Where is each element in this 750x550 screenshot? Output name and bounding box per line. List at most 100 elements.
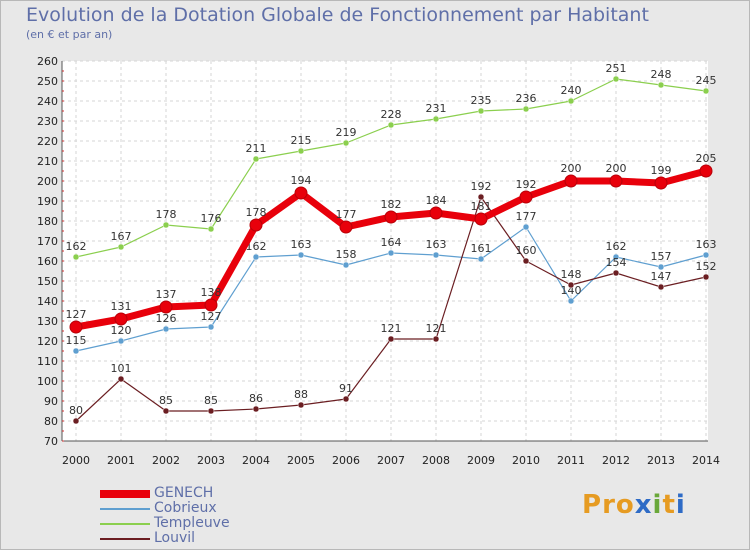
y-tick-label: 140 — [37, 295, 58, 308]
data-label-templeuve: 162 — [66, 240, 87, 253]
y-tick-label: 160 — [37, 255, 58, 268]
y-tick-label: 130 — [37, 315, 58, 328]
data-point-cobrieux — [567, 297, 575, 305]
data-label-genech: 184 — [426, 194, 447, 207]
data-label-louvil: 91 — [339, 382, 353, 395]
data-label-templeuve: 176 — [201, 212, 222, 225]
data-label-cobrieux: 161 — [471, 242, 492, 255]
data-label-louvil: 121 — [381, 322, 402, 335]
x-tick-label: 2002 — [152, 454, 180, 467]
data-point-louvil — [162, 407, 170, 415]
data-point-louvil — [522, 257, 530, 265]
data-label-louvil: 152 — [696, 260, 717, 273]
data-point-cobrieux — [252, 253, 260, 261]
data-point-louvil — [297, 401, 305, 409]
data-point-genech — [294, 186, 308, 200]
legend-swatch — [100, 522, 150, 525]
data-point-templeuve — [702, 87, 710, 95]
data-point-genech — [204, 298, 218, 312]
data-label-louvil: 101 — [111, 362, 132, 375]
legend-item-genech: GENECH — [100, 486, 213, 501]
data-point-genech — [519, 190, 533, 204]
data-label-genech: 181 — [471, 200, 492, 213]
plot-area — [62, 61, 708, 441]
data-label-templeuve: 167 — [111, 230, 132, 243]
data-point-genech — [249, 218, 263, 232]
y-tick-label: 210 — [37, 155, 58, 168]
data-label-genech: 177 — [336, 208, 357, 221]
data-label-templeuve: 228 — [381, 108, 402, 121]
data-label-louvil: 86 — [249, 392, 263, 405]
x-tick-label: 2007 — [377, 454, 405, 467]
data-point-templeuve — [342, 139, 350, 147]
data-point-templeuve — [477, 107, 485, 115]
data-point-templeuve — [387, 121, 395, 129]
x-tick-label: 2010 — [512, 454, 540, 467]
data-label-cobrieux: 126 — [156, 312, 177, 325]
data-point-templeuve — [297, 147, 305, 155]
legend-label: Cobrieux — [154, 500, 217, 516]
logo-letter: i — [652, 490, 663, 520]
data-point-genech — [609, 174, 623, 188]
data-point-cobrieux — [702, 251, 710, 259]
data-label-genech: 178 — [246, 206, 267, 219]
y-tick-label: 110 — [37, 355, 58, 368]
y-tick-label: 150 — [37, 275, 58, 288]
legend-swatch — [100, 507, 150, 510]
y-tick-label: 70 — [44, 435, 58, 448]
y-tick-label: 80 — [44, 415, 58, 428]
data-point-louvil — [432, 335, 440, 343]
data-label-cobrieux: 140 — [561, 284, 582, 297]
x-tick-label: 2013 — [647, 454, 675, 467]
data-point-templeuve — [252, 155, 260, 163]
x-tick-label: 2005 — [287, 454, 315, 467]
data-point-louvil — [477, 193, 485, 201]
data-point-genech — [159, 300, 173, 314]
data-point-cobrieux — [297, 251, 305, 259]
logo-letter: i — [675, 490, 686, 520]
data-label-cobrieux: 127 — [201, 310, 222, 323]
y-tick-label: 120 — [37, 335, 58, 348]
data-label-templeuve: 211 — [246, 142, 267, 155]
data-point-genech — [114, 312, 128, 326]
y-tick-label: 180 — [37, 215, 58, 228]
logo-letter: P — [582, 490, 603, 520]
data-point-genech — [384, 210, 398, 224]
data-point-cobrieux — [387, 249, 395, 257]
data-label-louvil: 148 — [561, 268, 582, 281]
data-label-louvil: 88 — [294, 388, 308, 401]
data-label-genech: 199 — [651, 164, 672, 177]
data-label-cobrieux: 163 — [426, 238, 447, 251]
data-label-cobrieux: 115 — [66, 334, 87, 347]
legend-swatch — [100, 489, 150, 498]
y-tick-label: 220 — [37, 135, 58, 148]
data-label-genech: 205 — [696, 152, 717, 165]
y-tick-label: 90 — [44, 395, 58, 408]
data-label-louvil: 85 — [204, 394, 218, 407]
data-point-louvil — [72, 417, 80, 425]
x-tick-label: 2006 — [332, 454, 360, 467]
data-label-templeuve: 245 — [696, 74, 717, 87]
data-label-cobrieux: 162 — [246, 240, 267, 253]
data-label-genech: 131 — [111, 300, 132, 313]
logo-letter: x — [634, 490, 653, 520]
data-point-louvil — [702, 273, 710, 281]
data-point-genech — [69, 320, 83, 334]
y-tick-label: 200 — [37, 175, 58, 188]
x-tick-label: 2014 — [692, 454, 720, 467]
data-point-templeuve — [72, 253, 80, 261]
data-label-templeuve: 251 — [606, 62, 627, 75]
data-label-genech: 200 — [561, 162, 582, 175]
data-point-cobrieux — [117, 337, 125, 345]
data-label-genech: 182 — [381, 198, 402, 211]
chart-subtitle: (en € et par an) — [26, 28, 113, 41]
x-tick-label: 2000 — [62, 454, 90, 467]
data-label-templeuve: 235 — [471, 94, 492, 107]
logo-letter: o — [615, 490, 635, 520]
x-tick-label: 2003 — [197, 454, 225, 467]
y-tick-label: 240 — [37, 95, 58, 108]
data-label-louvil: 147 — [651, 270, 672, 283]
data-label-cobrieux: 177 — [516, 210, 537, 223]
data-label-cobrieux: 164 — [381, 236, 402, 249]
